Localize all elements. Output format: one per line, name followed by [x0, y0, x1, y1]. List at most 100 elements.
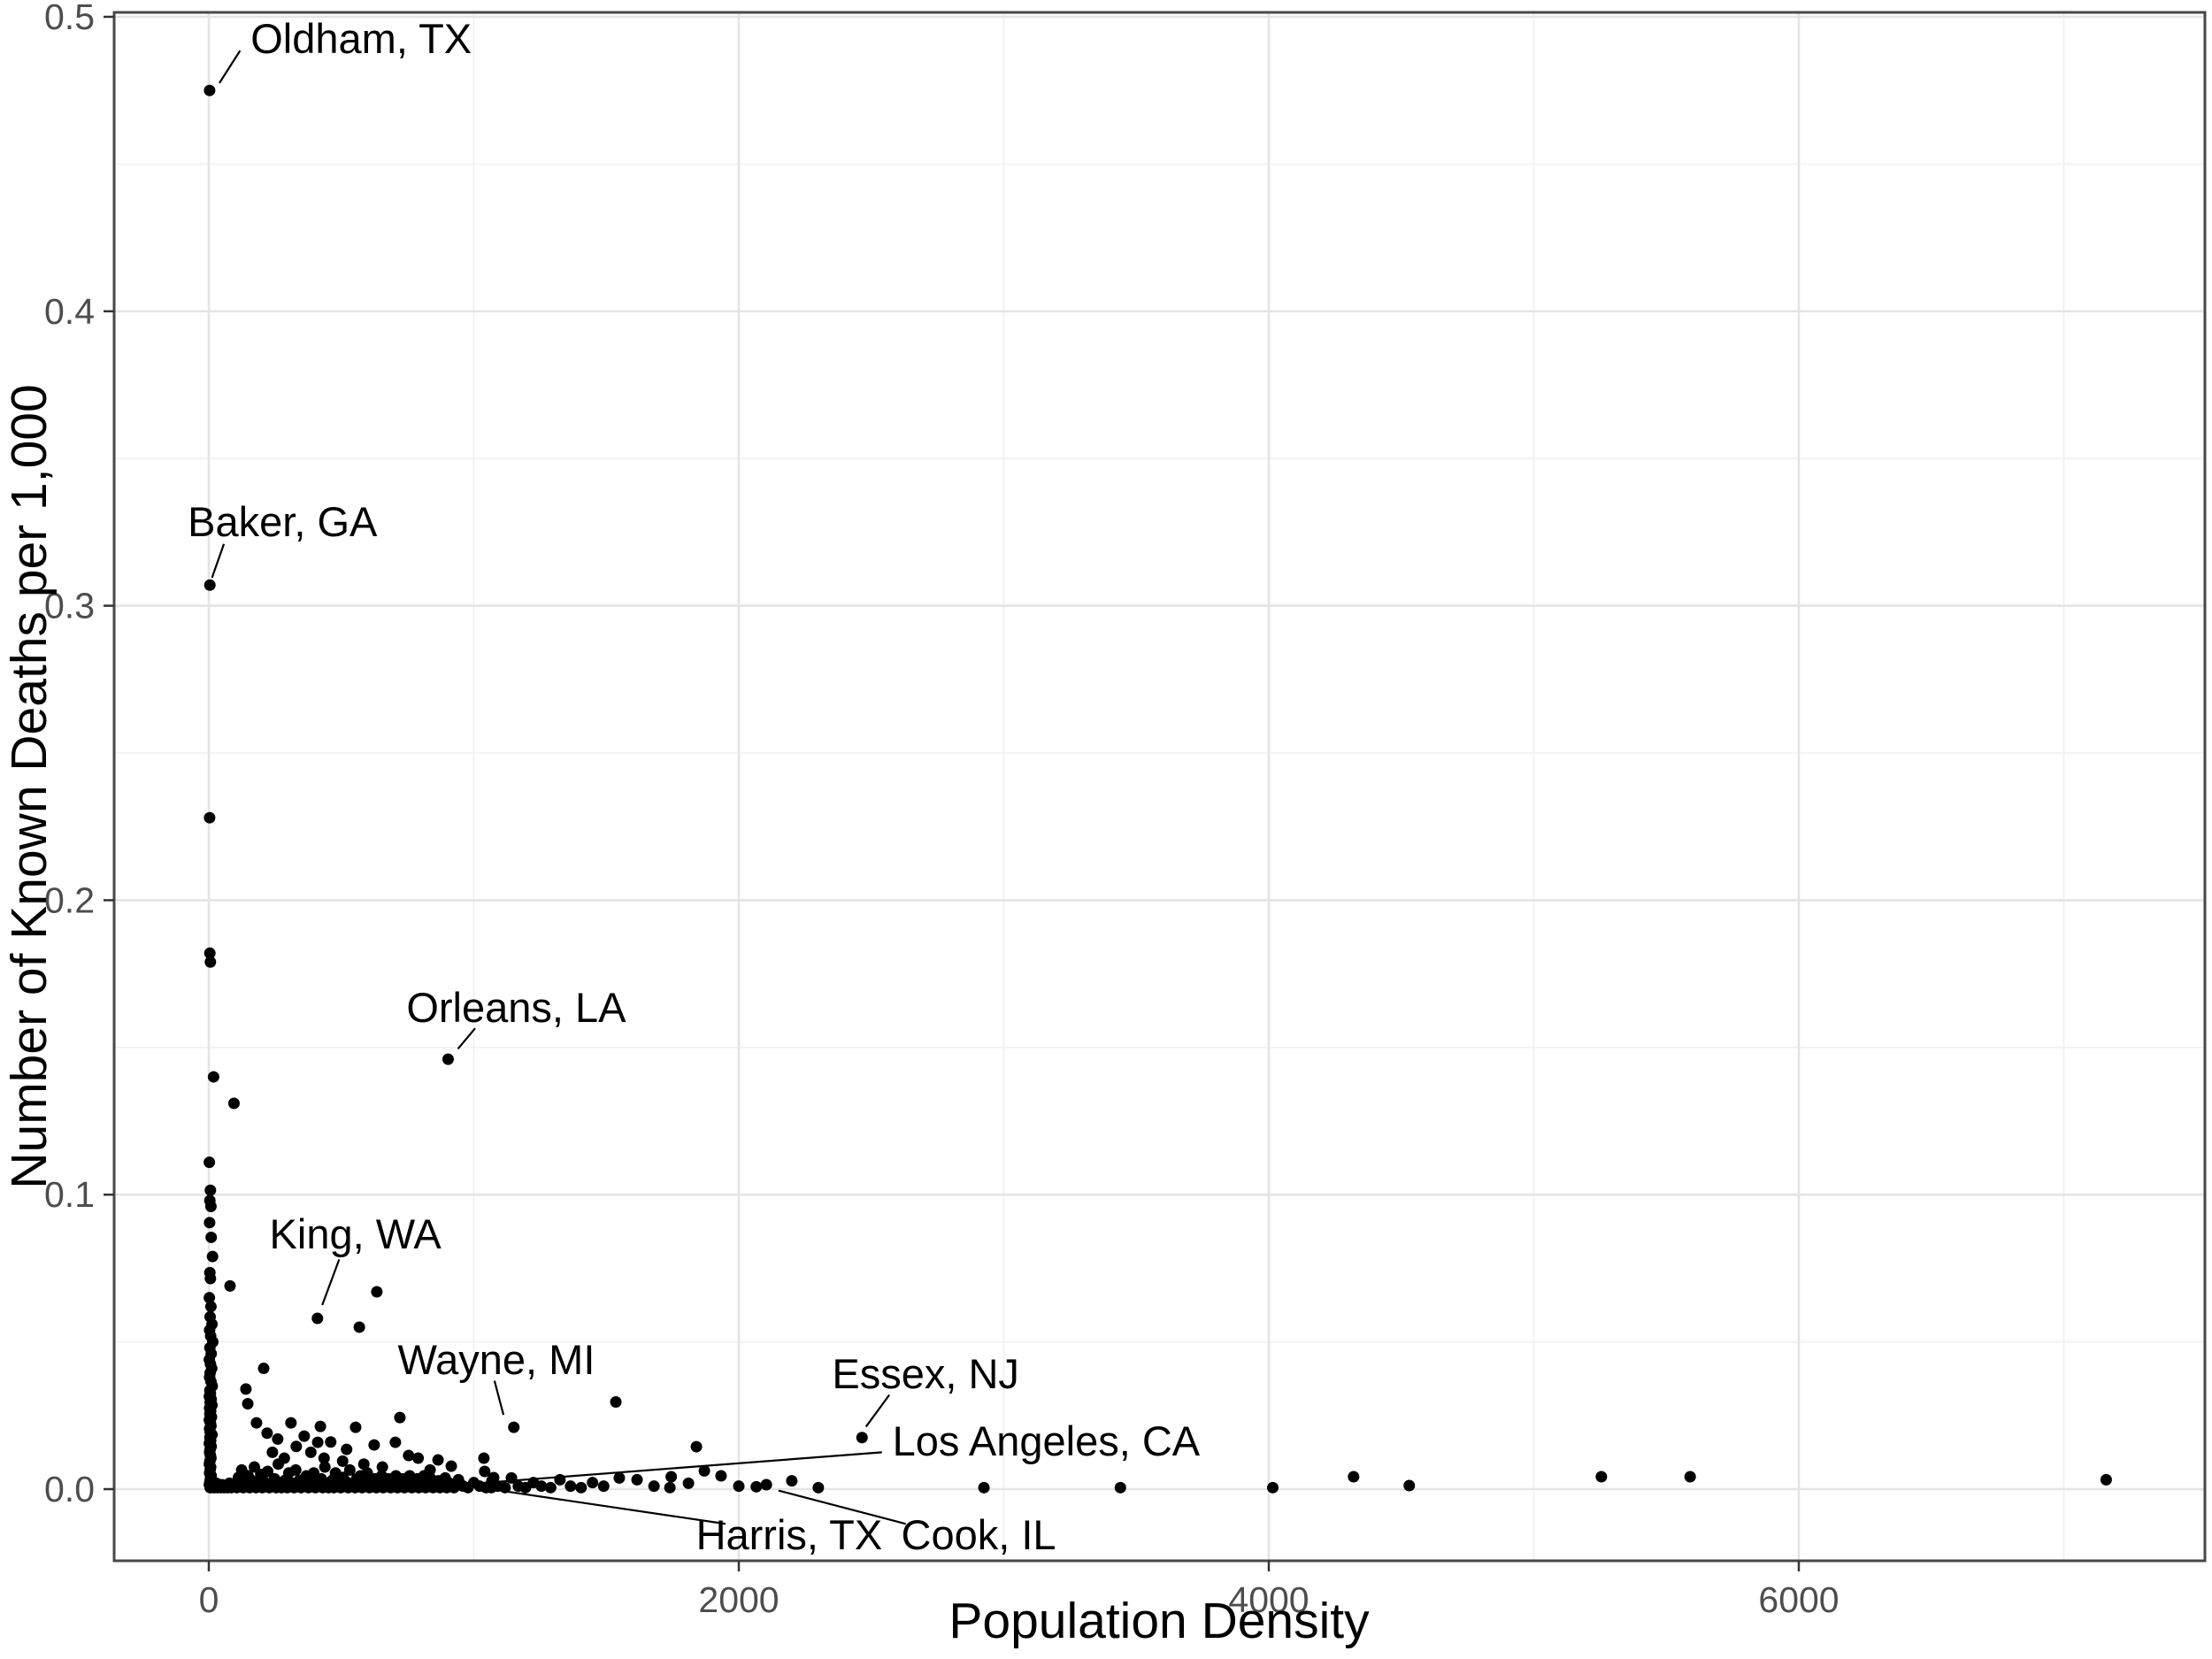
- leader-line: [457, 1027, 476, 1050]
- panel-border: [112, 11, 2207, 1563]
- x-tick-label: 2000: [698, 1579, 779, 1620]
- data-point: [613, 1471, 626, 1484]
- y-tick-label: 0.5: [44, 0, 95, 37]
- y-tick-label: 0.0: [44, 1469, 95, 1509]
- data-point: [240, 1383, 252, 1395]
- data-point: [664, 1481, 676, 1494]
- labeled-data-point: [760, 1479, 772, 1491]
- leader-line: [211, 543, 226, 579]
- point-annotation: King, WA: [270, 1210, 442, 1257]
- data-point: [978, 1481, 990, 1494]
- point-annotation: Essex, NJ: [832, 1350, 1019, 1397]
- data-point: [204, 1272, 217, 1285]
- data-point: [207, 1071, 219, 1083]
- data-point: [690, 1440, 703, 1453]
- data-point: [204, 1292, 216, 1304]
- data-point: [204, 1156, 216, 1169]
- data-point: [204, 1301, 217, 1313]
- leader-line: [493, 1380, 505, 1416]
- data-point: [648, 1480, 660, 1493]
- labeled-data-point: [508, 1421, 520, 1433]
- x-tick-label: 4000: [1228, 1579, 1309, 1620]
- data-point: [319, 1461, 331, 1473]
- labeled-data-point: [442, 1053, 454, 1065]
- data-point: [250, 1417, 263, 1429]
- x-axis-title: Population Density: [949, 1593, 1370, 1649]
- data-point: [554, 1473, 566, 1486]
- data-point: [698, 1464, 710, 1477]
- data-point: [389, 1436, 402, 1448]
- data-point: [204, 956, 217, 968]
- leader-line: [321, 1259, 341, 1306]
- data-point: [204, 1184, 217, 1196]
- data-point: [341, 1443, 353, 1455]
- data-point: [224, 1279, 236, 1292]
- data-point: [445, 1460, 457, 1472]
- data-point: [631, 1473, 643, 1486]
- data-point: [272, 1432, 284, 1445]
- data-point: [204, 1201, 217, 1213]
- data-point: [257, 1363, 270, 1375]
- data-point: [205, 1231, 218, 1243]
- data-point: [349, 1421, 362, 1433]
- grid-layer: [114, 12, 2205, 1561]
- data-point: [298, 1430, 311, 1442]
- point-annotation: Wayne, MI: [398, 1336, 595, 1383]
- data-point: [403, 1449, 415, 1462]
- y-axis-title: Number of Known Deaths per 1,000: [1, 384, 58, 1188]
- data-point: [1403, 1479, 1416, 1492]
- data-point: [318, 1452, 330, 1464]
- data-point: [479, 1465, 491, 1478]
- data-point: [204, 1217, 216, 1229]
- data-point: [812, 1481, 825, 1494]
- point-annotation: Baker, GA: [188, 498, 378, 545]
- data-point: [204, 947, 216, 959]
- point-layer: [204, 84, 2112, 1494]
- data-point: [544, 1481, 557, 1494]
- data-point: [242, 1397, 254, 1409]
- data-point: [314, 1420, 326, 1432]
- data-point: [368, 1439, 380, 1451]
- data-point: [1266, 1481, 1279, 1494]
- data-point: [1114, 1481, 1126, 1494]
- leader-line: [778, 1489, 906, 1525]
- x-tick-label: 0: [199, 1579, 219, 1620]
- data-point: [394, 1411, 406, 1424]
- point-annotation: Los Angeles, CA: [893, 1417, 1201, 1464]
- point-annotation: Harris, TX: [696, 1511, 883, 1558]
- y-tick-label: 0.4: [44, 291, 95, 332]
- data-point: [597, 1480, 610, 1493]
- leader-line: [219, 50, 242, 84]
- data-point: [786, 1475, 798, 1487]
- data-point: [206, 1250, 219, 1263]
- data-point: [478, 1452, 490, 1464]
- leader-line: [864, 1394, 891, 1428]
- x-tick-label: 6000: [1758, 1579, 1839, 1620]
- data-point: [353, 1321, 365, 1333]
- labeled-data-point: [204, 84, 216, 96]
- data-point: [535, 1480, 548, 1493]
- data-point: [565, 1480, 577, 1493]
- data-point: [587, 1477, 599, 1489]
- leader-line: [500, 1489, 726, 1525]
- labeled-data-point: [204, 579, 216, 591]
- data-point: [376, 1461, 388, 1473]
- data-point: [357, 1458, 370, 1471]
- data-point: [311, 1436, 324, 1448]
- point-annotation: Cook, IL: [902, 1511, 1056, 1558]
- data-point: [432, 1454, 444, 1466]
- y-tick-label: 0.2: [44, 879, 95, 920]
- annotation-layer: Oldham, TX Baker, GA Orleans, LA King, WA Wa…: [188, 15, 1201, 1558]
- data-point: [610, 1395, 622, 1408]
- y-tick-label: 0.3: [44, 586, 95, 626]
- data-point: [325, 1436, 337, 1448]
- labeled-data-point: [856, 1432, 868, 1444]
- data-point: [289, 1463, 302, 1476]
- data-point: [682, 1477, 695, 1489]
- y-tick-label: 0.1: [44, 1174, 95, 1215]
- data-point: [343, 1463, 356, 1476]
- data-point: [665, 1471, 678, 1483]
- data-point: [1684, 1471, 1696, 1483]
- data-point: [290, 1440, 303, 1453]
